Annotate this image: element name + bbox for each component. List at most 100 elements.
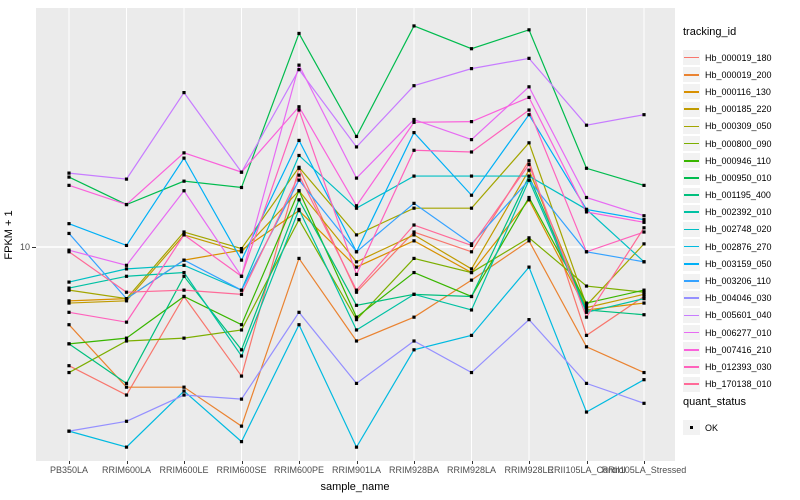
data-point xyxy=(67,286,71,290)
legend-key xyxy=(683,101,700,117)
data-point xyxy=(412,348,416,352)
data-point xyxy=(124,267,129,271)
data-point xyxy=(297,256,301,261)
legend-key-line-icon xyxy=(684,280,699,282)
x-tick-mark xyxy=(126,461,128,464)
quant-ok-key xyxy=(683,420,700,436)
legend-key xyxy=(683,187,700,203)
x-tick-label: PB350LA xyxy=(49,465,89,475)
data-point xyxy=(412,120,416,124)
data-point xyxy=(469,67,474,71)
x-tick-label: RRII105LA_Stressed xyxy=(601,465,687,475)
data-point xyxy=(642,242,646,246)
data-point xyxy=(182,393,186,397)
legend-key xyxy=(683,204,700,220)
data-point xyxy=(412,315,416,319)
data-point xyxy=(67,175,71,179)
data-point xyxy=(469,193,474,197)
x-tick-mark xyxy=(299,461,300,464)
x-tick-label: RRII105LA_Control xyxy=(547,465,626,475)
legend-key-line-icon xyxy=(684,366,699,368)
data-point xyxy=(354,176,359,180)
data-point xyxy=(584,333,589,337)
x-tick-mark xyxy=(184,461,185,464)
data-point xyxy=(182,179,186,183)
legend-item: Hb_000116_130 xyxy=(683,83,772,100)
legend-key-line-icon xyxy=(684,56,699,59)
data-point xyxy=(297,105,301,109)
data-point xyxy=(67,231,71,236)
black-square-marker-icon xyxy=(689,425,694,430)
data-point xyxy=(124,290,129,294)
data-point xyxy=(469,138,474,142)
data-point xyxy=(642,218,646,222)
data-point xyxy=(527,168,531,172)
data-point xyxy=(67,301,71,305)
data-point xyxy=(297,165,301,169)
data-point xyxy=(527,159,531,163)
data-point xyxy=(67,299,71,303)
data-point xyxy=(67,310,71,314)
data-point xyxy=(412,201,416,205)
data-point xyxy=(469,308,474,312)
x-tick-mark xyxy=(471,461,473,464)
data-point xyxy=(239,354,244,358)
legend-item-label: Hb_005601_040 xyxy=(705,310,772,321)
data-point xyxy=(469,250,474,254)
legend-key-line-icon xyxy=(684,194,699,196)
legend-key xyxy=(683,153,700,169)
data-point xyxy=(469,206,474,210)
legend-key-line-icon xyxy=(684,177,699,179)
legend-item-label: Hb_000116_130 xyxy=(705,86,771,97)
data-point xyxy=(642,230,646,234)
data-point xyxy=(239,440,244,444)
data-point xyxy=(354,250,359,254)
legend-key-line-icon xyxy=(684,314,699,317)
data-point xyxy=(584,210,589,214)
data-point xyxy=(584,166,589,170)
data-point xyxy=(469,150,474,154)
y-axis-title: FPKM + 1 xyxy=(3,210,15,260)
legend-key xyxy=(683,325,700,341)
data-point xyxy=(642,297,646,301)
data-point xyxy=(469,120,474,124)
legend-item-label: Hb_006277_010 xyxy=(705,327,772,338)
data-point xyxy=(412,117,416,122)
legend-key xyxy=(683,359,700,375)
data-point xyxy=(527,108,531,112)
legend-item: Hb_170138_010 xyxy=(683,376,772,393)
legend-item-label: Hb_002748_020 xyxy=(705,224,772,235)
legend-item: Hb_001195_400 xyxy=(683,187,772,204)
data-point xyxy=(67,280,71,284)
x-tick-label: RRIM600PE xyxy=(273,465,325,475)
data-point xyxy=(354,315,359,319)
legend-key xyxy=(683,170,700,186)
data-point xyxy=(412,270,416,275)
data-point xyxy=(239,274,244,278)
legend-item: Hb_003206_110 xyxy=(683,272,772,289)
data-point xyxy=(239,374,244,378)
data-point xyxy=(67,248,71,252)
data-point xyxy=(182,294,186,299)
data-point xyxy=(354,288,359,292)
data-point xyxy=(239,250,244,254)
legend-item-label: Hb_000019_200 xyxy=(705,69,772,80)
data-point xyxy=(182,258,186,262)
data-point xyxy=(67,370,71,375)
data-point xyxy=(584,315,589,319)
data-point xyxy=(239,348,244,352)
data-point xyxy=(584,345,589,349)
x-tick-label: RRIM928BA xyxy=(388,465,440,475)
legend-key-line-icon xyxy=(684,91,699,93)
data-point xyxy=(412,148,416,152)
data-point xyxy=(124,445,129,449)
legend-item-label: Hb_000019_180 xyxy=(705,52,772,63)
data-point xyxy=(124,297,129,301)
data-point xyxy=(412,24,416,28)
data-point xyxy=(239,292,244,296)
data-point xyxy=(412,131,416,135)
data-point xyxy=(297,207,301,212)
data-point xyxy=(182,233,186,237)
legend-key-line-icon xyxy=(684,142,699,145)
legend-item-label: Hb_002876_270 xyxy=(705,241,772,252)
